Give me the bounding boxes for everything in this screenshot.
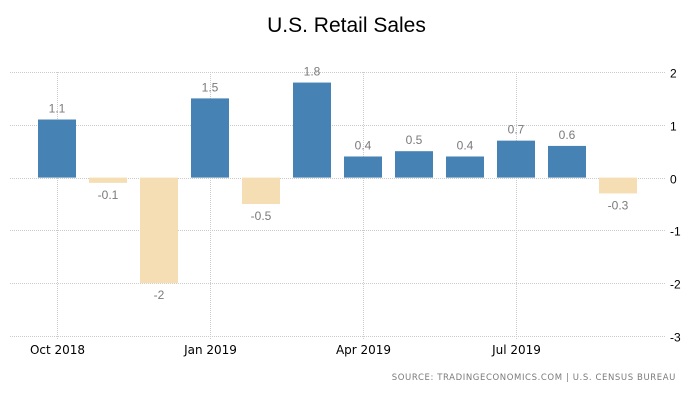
bar — [140, 177, 178, 284]
bar — [497, 140, 535, 178]
x-tick-label: Apr 2019 — [336, 343, 391, 357]
data-label: 0.6 — [559, 128, 576, 142]
bar — [395, 151, 433, 178]
y-tick-label: 0 — [670, 173, 677, 187]
bar — [599, 177, 637, 194]
data-label: -0.3 — [608, 198, 629, 212]
x-tick-label: Oct 2018 — [30, 343, 85, 357]
bar — [446, 156, 484, 178]
y-tick-label: -1 — [670, 225, 681, 239]
data-label: 0.4 — [355, 138, 372, 152]
y-tick-label: -3 — [670, 331, 681, 345]
data-label: -0.5 — [251, 209, 272, 223]
x-tick-label: Jul 2019 — [491, 343, 541, 357]
y-tick-label: -2 — [670, 278, 681, 292]
bar — [89, 177, 127, 183]
y-tick-label: 2 — [670, 67, 677, 81]
bar — [548, 145, 586, 178]
data-label: 1.8 — [304, 65, 321, 79]
x-tick-label: Jan 2019 — [183, 343, 237, 357]
bar — [191, 98, 229, 178]
data-label: -2 — [154, 288, 165, 302]
bar — [242, 177, 280, 204]
data-label: -0.1 — [98, 188, 119, 202]
y-tick-label: 1 — [670, 120, 677, 134]
data-label: 1.1 — [49, 102, 66, 116]
data-label: 0.4 — [457, 138, 474, 152]
data-label: 0.7 — [508, 123, 525, 137]
bar — [38, 119, 76, 178]
bar — [344, 156, 382, 178]
bar — [293, 82, 331, 178]
chart-title: U.S. Retail Sales — [267, 14, 426, 37]
data-label: 1.5 — [202, 80, 219, 94]
data-label: 0.5 — [406, 133, 423, 147]
source-note: SOURCE: TRADINGECONOMICS.COM | U.S. CENS… — [391, 373, 676, 383]
